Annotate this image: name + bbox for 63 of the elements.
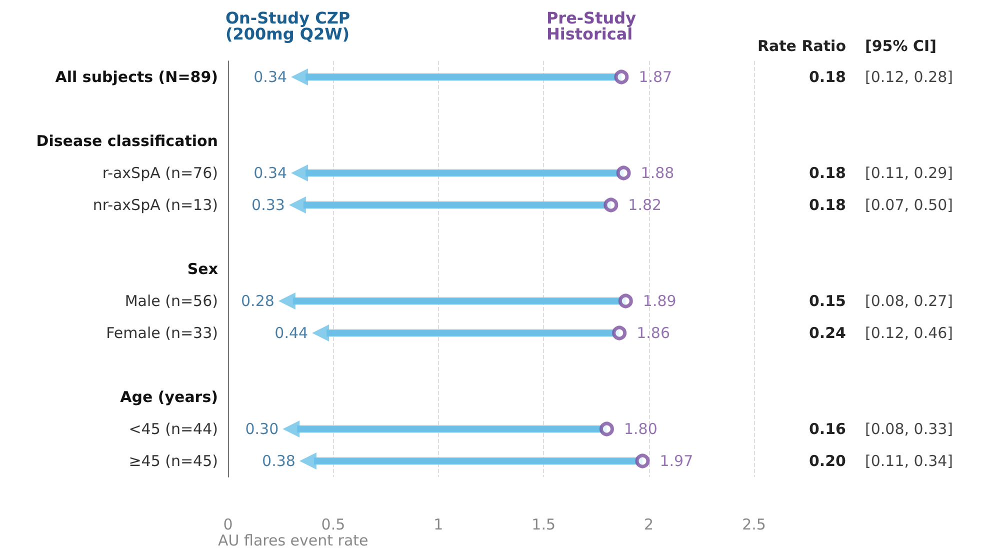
y-tick-label: Disease classification — [36, 132, 218, 150]
point — [291, 68, 308, 86]
text: 0.18 — [808, 163, 846, 183]
text: [0.08, 0.27] — [865, 291, 954, 311]
y-tick-label: r-axSpA (n=76) — [102, 164, 218, 182]
x-axis-title: AU flares event rate — [218, 532, 368, 550]
text: [0.11, 0.29] — [865, 163, 954, 183]
point — [312, 324, 330, 342]
series-label: Pre-Study Historical — [546, 8, 642, 44]
data-label: 1.87 — [638, 68, 672, 86]
data-label: 1.97 — [660, 452, 694, 470]
y-tick-label: nr-axSpA (n=13) — [92, 196, 218, 214]
x-tick-label: 0.5 — [321, 516, 346, 534]
text: On-Study CZP (200mg Q2W) — [225, 8, 356, 44]
point — [612, 326, 627, 340]
point — [291, 164, 308, 182]
text: [0.12, 0.46] — [865, 323, 954, 343]
point — [282, 420, 300, 438]
point — [614, 70, 629, 84]
point — [599, 422, 614, 436]
text: [0.12, 0.28] — [865, 67, 954, 87]
text: [0.11, 0.34] — [865, 451, 954, 471]
data-label: 0.28 — [241, 292, 274, 310]
point — [288, 196, 306, 214]
data-label: 1.89 — [642, 292, 676, 310]
x-tick-label: 2 — [644, 516, 654, 534]
data-label: 1.82 — [628, 196, 662, 214]
text: 0.24 — [808, 323, 846, 343]
y-tick-label: <45 (n=44) — [128, 420, 218, 438]
y-tick-label: Male (n=56) — [124, 292, 218, 310]
x-tick-label: 0 — [223, 516, 233, 534]
text: 0.16 — [808, 419, 846, 439]
data-label: 0.34 — [254, 164, 288, 182]
text: [0.07, 0.50] — [865, 195, 954, 215]
text: Rate Ratio — [757, 36, 846, 56]
data-label: 1.80 — [624, 420, 658, 438]
y-tick-label: ≥45 (n=45) — [128, 452, 218, 470]
text: [95% CI] — [865, 36, 936, 56]
y-tick-label: Age (years) — [120, 388, 218, 406]
data-label: 0.33 — [252, 196, 285, 214]
data-label: 1.88 — [640, 164, 674, 182]
text: 0.18 — [808, 67, 846, 87]
x-tick-label: 1 — [434, 516, 444, 534]
data-label: 0.38 — [262, 452, 296, 470]
point — [604, 198, 618, 212]
point — [618, 294, 633, 308]
data-label: 0.34 — [254, 68, 288, 86]
data-label: 0.30 — [245, 420, 279, 438]
x-tick-label: 1.5 — [532, 516, 556, 534]
y-tick-label: All subjects (N=89) — [55, 68, 218, 86]
point — [635, 454, 650, 468]
data-label: 1.86 — [636, 324, 670, 342]
text: 0.15 — [808, 291, 846, 311]
y-tick-label: Female (n=33) — [106, 324, 218, 342]
x-tick-label: 2.5 — [742, 516, 766, 534]
text: 0.20 — [808, 451, 846, 471]
point — [278, 292, 296, 310]
y-tick-label: Sex — [187, 260, 218, 278]
text: [0.08, 0.33] — [865, 419, 954, 439]
point — [299, 452, 316, 470]
point — [616, 166, 631, 180]
data-label: 0.44 — [274, 324, 308, 342]
text: 0.18 — [808, 195, 846, 215]
